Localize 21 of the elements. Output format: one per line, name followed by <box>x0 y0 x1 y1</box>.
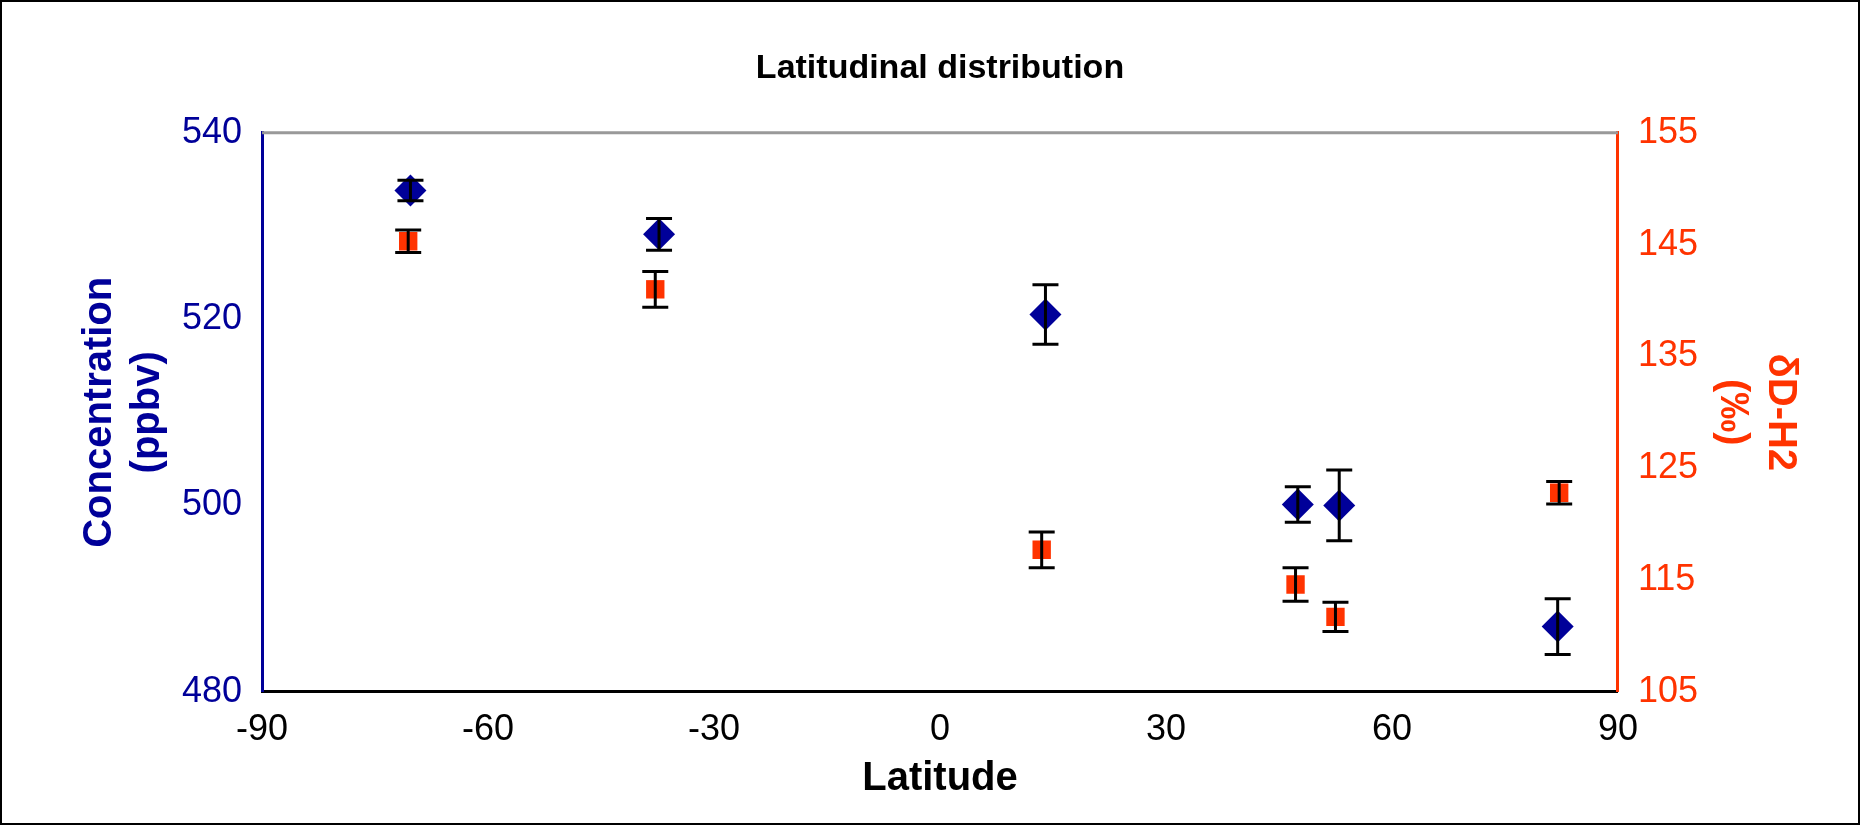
x-tick-label: -90 <box>236 707 289 749</box>
y2-tick-label: 125 <box>1637 445 1699 487</box>
y2-tick-label: 155 <box>1637 109 1699 151</box>
y-tick-label: 500 <box>181 482 243 524</box>
x-tick-label: -60 <box>462 707 515 749</box>
y-tick-label: 480 <box>181 668 243 710</box>
chart-title: Latitudinal distribution <box>755 46 1125 85</box>
x-tick-label: 60 <box>1371 707 1412 749</box>
y-tick-label: 520 <box>181 296 243 338</box>
y2-tick-label: 135 <box>1637 333 1699 375</box>
y-tick-label: 540 <box>181 109 243 151</box>
x-tick-label: 0 <box>929 707 951 749</box>
x-tick-label: -30 <box>688 707 741 749</box>
x-tick-label: 90 <box>1597 707 1638 749</box>
y2-tick-label: 105 <box>1637 668 1699 710</box>
x-tick-label: 30 <box>1145 707 1186 749</box>
y2-tick-label: 145 <box>1637 221 1699 263</box>
x-axis-title: Latitude <box>862 754 1018 799</box>
y2-tick-label: 115 <box>1637 556 1696 598</box>
y-axis-title: Concentration (ppbv) <box>75 276 168 548</box>
y2-axis-title: δD-H2 (‰) <box>1712 353 1805 472</box>
